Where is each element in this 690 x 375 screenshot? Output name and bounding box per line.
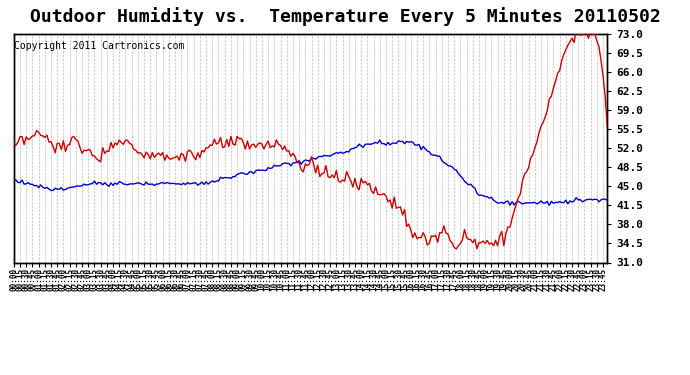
Text: Outdoor Humidity vs.  Temperature Every 5 Minutes 20110502: Outdoor Humidity vs. Temperature Every 5… [30, 8, 660, 27]
Text: Copyright 2011 Cartronics.com: Copyright 2011 Cartronics.com [14, 40, 185, 51]
